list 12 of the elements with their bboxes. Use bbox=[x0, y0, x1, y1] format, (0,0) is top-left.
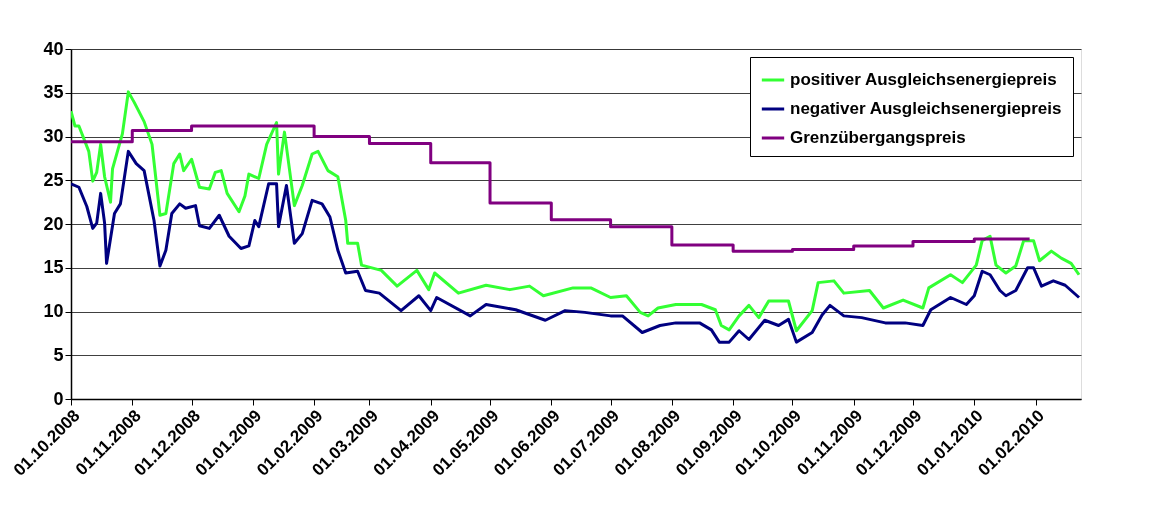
legend-label: negativer Ausgleichsenergiepreis bbox=[790, 99, 1062, 118]
y-tick-label: 0 bbox=[53, 388, 64, 409]
y-tick-label: 25 bbox=[43, 169, 64, 190]
y-tick-label: 15 bbox=[43, 257, 64, 278]
legend-label: positiver Ausgleichsenergiepreis bbox=[790, 70, 1057, 89]
legend-label: Grenzübergangspreis bbox=[790, 128, 966, 147]
y-tick-label: 35 bbox=[43, 82, 64, 103]
y-tick-label: 40 bbox=[43, 38, 64, 59]
y-tick-label: 20 bbox=[43, 213, 64, 234]
y-tick-label: 5 bbox=[53, 344, 64, 365]
y-tick-label: 30 bbox=[43, 126, 64, 146]
y-tick-label: 10 bbox=[43, 301, 64, 321]
